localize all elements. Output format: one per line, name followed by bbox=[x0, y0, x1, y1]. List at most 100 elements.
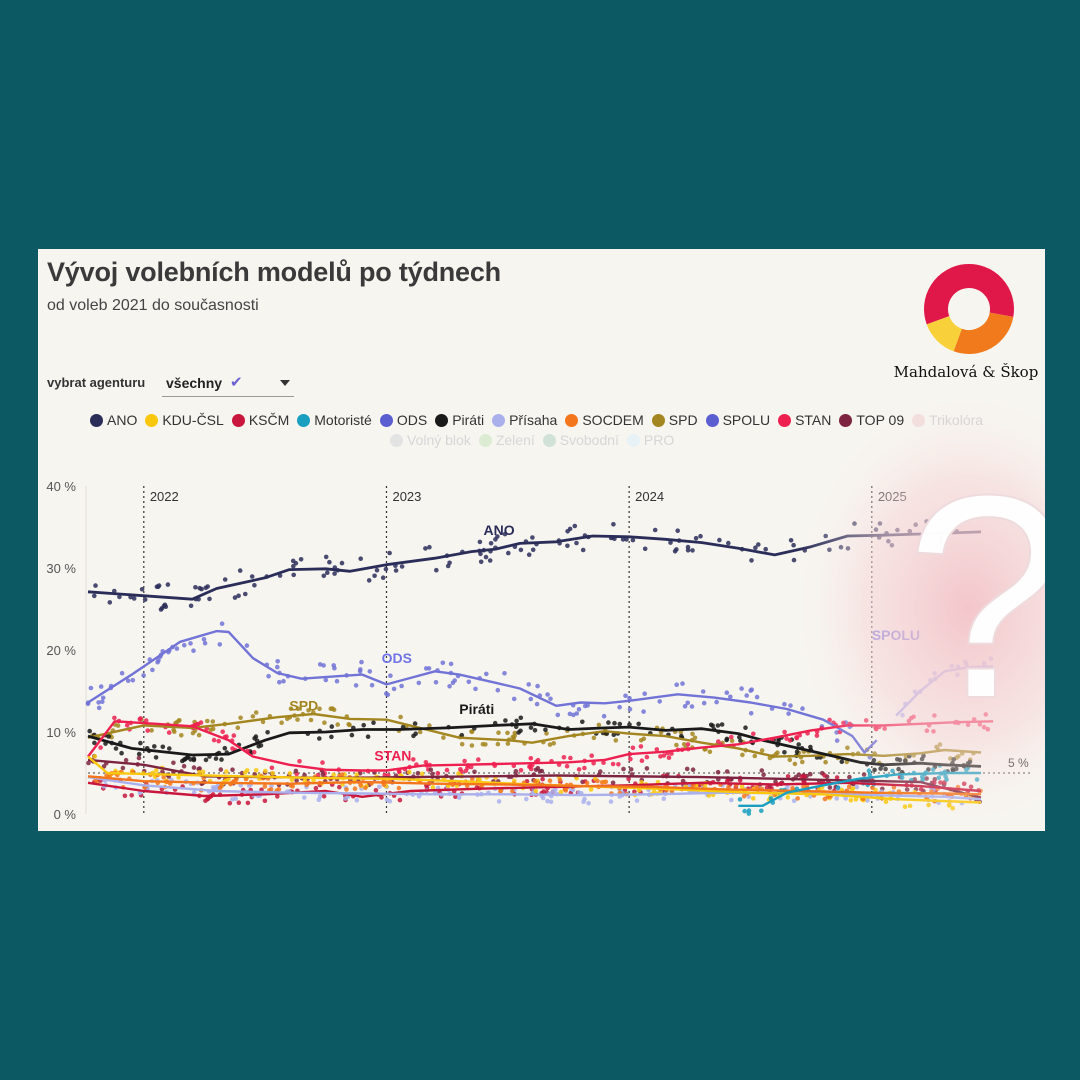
data-point bbox=[743, 725, 748, 730]
data-point bbox=[251, 749, 257, 755]
legend-item-ods[interactable]: ODS bbox=[379, 412, 427, 428]
data-point bbox=[92, 593, 97, 599]
legend-item-spd[interactable]: SPD bbox=[651, 412, 698, 428]
legend-item-ano[interactable]: ANO bbox=[90, 412, 137, 428]
legend-item-kdu-sl[interactable]: KDU-ČSL bbox=[145, 412, 224, 428]
legend-swatch bbox=[492, 413, 506, 427]
data-point bbox=[161, 774, 166, 780]
data-point bbox=[440, 660, 446, 666]
data-point bbox=[610, 780, 616, 786]
data-point bbox=[729, 734, 734, 740]
legend-item-ks-m[interactable]: KSČM bbox=[231, 412, 289, 428]
data-point bbox=[428, 767, 434, 772]
data-point bbox=[384, 691, 389, 696]
data-point bbox=[459, 732, 465, 738]
data-point bbox=[639, 758, 645, 763]
data-point bbox=[748, 711, 754, 716]
data-point bbox=[275, 794, 280, 799]
data-point bbox=[181, 763, 187, 769]
legend-swatch bbox=[145, 413, 159, 427]
data-point bbox=[565, 543, 570, 549]
data-point bbox=[88, 685, 94, 691]
data-point bbox=[626, 776, 631, 782]
data-point bbox=[352, 786, 358, 791]
data-point bbox=[754, 694, 760, 700]
data-point bbox=[598, 769, 603, 774]
data-point bbox=[448, 661, 454, 667]
data-point bbox=[487, 558, 493, 563]
data-point bbox=[726, 540, 731, 546]
y-tick-label: 10 % bbox=[46, 725, 76, 740]
data-point bbox=[377, 784, 382, 790]
data-point bbox=[252, 583, 257, 588]
data-point bbox=[680, 778, 686, 784]
data-point bbox=[335, 722, 341, 727]
data-point bbox=[399, 564, 405, 569]
data-point bbox=[634, 798, 640, 803]
data-point bbox=[224, 769, 229, 774]
data-point bbox=[751, 731, 756, 737]
year-label: 2022 bbox=[150, 489, 179, 504]
legend-item-trikol-ra[interactable]: Trikolóra bbox=[912, 412, 983, 428]
data-point bbox=[287, 771, 293, 776]
data-point bbox=[682, 704, 688, 709]
data-point bbox=[265, 730, 270, 735]
data-point bbox=[739, 686, 744, 691]
data-point bbox=[654, 747, 660, 752]
legend-item-stan[interactable]: STAN bbox=[778, 412, 831, 428]
data-point bbox=[544, 731, 549, 736]
data-point bbox=[216, 738, 221, 744]
data-point bbox=[358, 556, 364, 561]
legend-item-pir-ti[interactable]: Piráti bbox=[435, 412, 484, 428]
data-point bbox=[684, 766, 690, 772]
data-point bbox=[526, 682, 531, 687]
legend-item-top-09[interactable]: TOP 09 bbox=[839, 412, 904, 428]
legend-item-motorist-[interactable]: Motoristé bbox=[297, 412, 372, 428]
legend-swatch bbox=[565, 413, 579, 427]
data-point bbox=[205, 718, 210, 724]
data-point bbox=[571, 712, 576, 718]
data-point bbox=[843, 796, 848, 801]
data-point bbox=[366, 578, 372, 583]
legend-item-spolu[interactable]: SPOLU bbox=[705, 412, 770, 428]
data-point bbox=[281, 678, 286, 684]
data-point bbox=[321, 573, 327, 579]
data-point bbox=[808, 771, 813, 777]
legend-item-pro[interactable]: PRO bbox=[626, 432, 674, 448]
data-point bbox=[263, 768, 268, 774]
data-point bbox=[358, 782, 363, 788]
data-point bbox=[293, 768, 299, 774]
data-point bbox=[142, 597, 148, 602]
data-point bbox=[207, 596, 212, 602]
legend-swatch bbox=[912, 413, 926, 427]
data-point bbox=[417, 729, 423, 735]
legend-item-socdem[interactable]: SOCDEM bbox=[565, 412, 644, 428]
y-tick-label: 0 % bbox=[54, 807, 77, 822]
data-point bbox=[275, 664, 280, 670]
data-point bbox=[96, 705, 102, 711]
agency-select[interactable]: všechny ✔ bbox=[162, 370, 294, 397]
data-point bbox=[680, 681, 685, 686]
data-point bbox=[800, 706, 805, 711]
data-point bbox=[533, 788, 539, 794]
data-point bbox=[846, 784, 852, 789]
data-point bbox=[160, 769, 165, 774]
series-line-p-saha bbox=[87, 775, 982, 801]
data-point bbox=[548, 696, 553, 702]
legend-item-p-saha[interactable]: Přísaha bbox=[492, 412, 557, 428]
data-point bbox=[748, 688, 753, 693]
legend-item-voln-blok[interactable]: Volný blok bbox=[390, 432, 471, 448]
y-tick-label: 20 % bbox=[46, 643, 76, 658]
data-point bbox=[628, 767, 634, 772]
data-point bbox=[279, 720, 284, 725]
data-point bbox=[167, 746, 172, 751]
legend-item-svobodn-[interactable]: Svobodní bbox=[542, 432, 619, 448]
data-point bbox=[572, 523, 578, 529]
data-point bbox=[847, 774, 852, 780]
data-point bbox=[393, 568, 399, 573]
data-point bbox=[787, 757, 793, 763]
data-point bbox=[719, 722, 725, 727]
legend-item-zelen-[interactable]: Zelení bbox=[478, 432, 535, 448]
data-point bbox=[435, 770, 441, 776]
data-point bbox=[131, 596, 137, 601]
